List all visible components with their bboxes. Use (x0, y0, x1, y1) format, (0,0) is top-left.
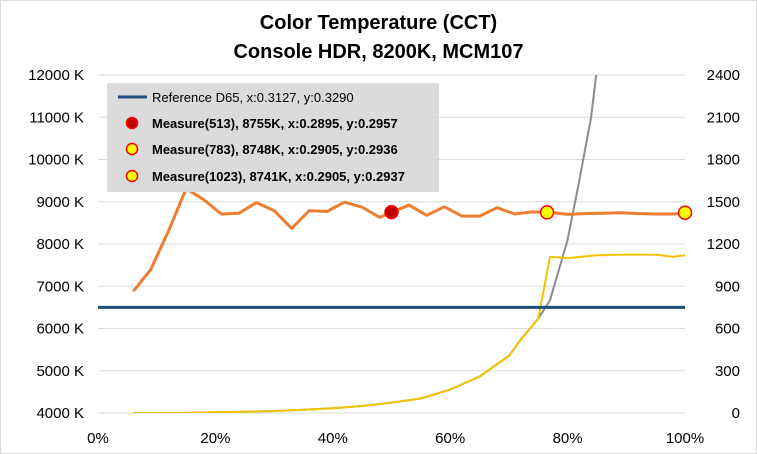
chart-title: Color Temperature (CCT) (259, 12, 498, 34)
marker-measure-513 (384, 204, 399, 220)
right-tick-label: 1500 (707, 194, 740, 211)
x-tick-label: 20% (200, 430, 230, 447)
right-tick-label: 900 (715, 278, 740, 295)
legend-label-783: Measure(783), 8748K, x:0.2905, y:0.2936 (152, 142, 398, 157)
legend: Reference D65, x:0.3127, y:0.3290 Measur… (107, 83, 439, 192)
x-tick-label: 60% (435, 430, 465, 447)
x-tick-label: 100% (666, 430, 704, 447)
legend-label-reference: Reference D65, x:0.3127, y:0.3290 (152, 90, 354, 105)
legend-swatch-1023 (125, 169, 139, 183)
legend-box (107, 83, 439, 192)
right-tick-label: 300 (715, 363, 740, 380)
legend-swatch-783 (125, 142, 139, 156)
left-tick-label: 6000 K (36, 321, 84, 338)
right-axis-ticks: 0 300 600 900 1200 1500 1800 2100 2400 (707, 67, 740, 422)
right-tick-label: 2100 (707, 109, 740, 126)
right-tick-label: 1200 (707, 236, 740, 253)
marker-measure-783 (539, 205, 555, 220)
series-lines (98, 75, 685, 413)
right-tick-label: 1800 (707, 152, 740, 169)
cct-line (132, 187, 685, 293)
left-tick-label: 5000 K (36, 363, 84, 380)
left-tick-label: 12000 K (28, 67, 84, 84)
legend-label-1023: Measure(1023), 8741K, x:0.2905, y:0.2937 (152, 169, 405, 184)
x-tick-label: 0% (87, 430, 109, 447)
right-tick-label: 2400 (707, 67, 740, 84)
left-tick-label: 4000 K (36, 405, 84, 422)
left-tick-label: 10000 K (28, 152, 84, 169)
x-tick-label: 80% (553, 430, 583, 447)
left-axis-ticks: 4000 K 5000 K 6000 K 7000 K 8000 K 9000 K 1000… (28, 67, 84, 422)
legend-label-513: Measure(513), 8755K, x:0.2895, y:0.2957 (152, 116, 398, 131)
chart-subtitle: Console HDR, 8200K, MCM107 (233, 41, 524, 63)
legend-swatch-513 (125, 116, 139, 130)
measure-markers (384, 204, 693, 220)
luminance-line-yellow (133, 253, 685, 413)
left-tick-label: 9000 K (36, 194, 84, 211)
left-tick-label: 8000 K (36, 236, 84, 253)
marker-measure-1023 (677, 205, 693, 220)
left-tick-label: 7000 K (36, 278, 84, 295)
x-tick-label: 40% (318, 430, 348, 447)
x-axis-ticks: 0% 20% 40% 60% 80% 100% (87, 430, 704, 447)
right-tick-label: 0 (732, 405, 740, 422)
left-tick-label: 11000 K (29, 109, 84, 126)
right-tick-label: 600 (715, 321, 740, 338)
